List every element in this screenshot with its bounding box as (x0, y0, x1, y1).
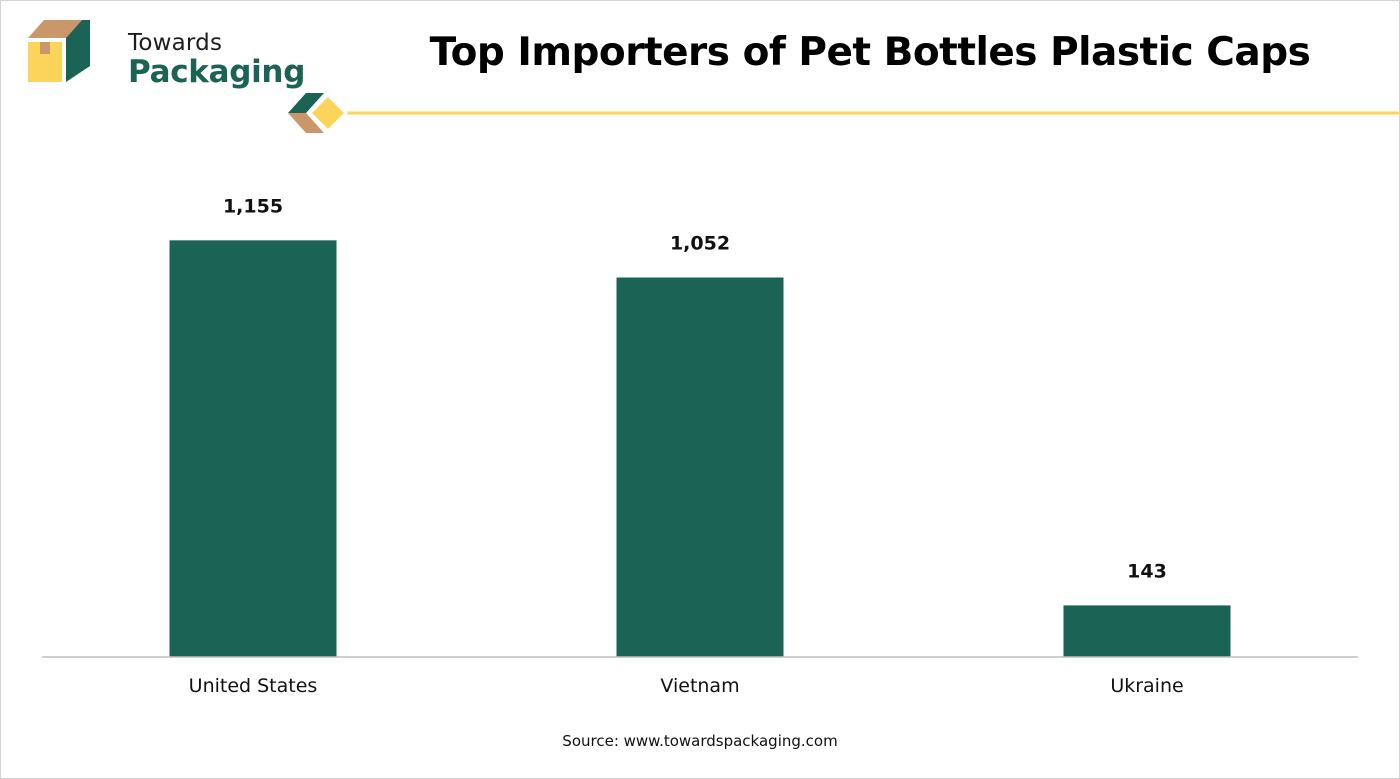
brand-logo: Towards Packaging (24, 14, 305, 90)
value-label: 1,052 (670, 233, 730, 255)
category-label: United States (189, 675, 318, 697)
diamond-brown-icon (288, 113, 324, 133)
box-logo-icon (28, 20, 90, 82)
bar-chart: 1,155 United States 1,052 Vietnam 143 Ukraine (42, 195, 1358, 697)
brand-name-line2: Packaging (128, 54, 306, 90)
diamond-green-icon (288, 93, 324, 113)
bar-ukraine (1063, 605, 1231, 657)
title-divider (288, 92, 1400, 134)
bar-vietnam (616, 277, 784, 657)
category-label: Vietnam (660, 675, 739, 697)
bar-united-states (169, 240, 337, 657)
diamond-yellow-icon (307, 92, 349, 134)
value-label: 1,155 (223, 195, 283, 217)
value-label: 143 (1127, 560, 1167, 582)
brand-name-line1: Towards (128, 30, 223, 56)
category-label: Ukraine (1110, 675, 1183, 697)
chart-title: Top Importers of Pet Bottles Plastic Cap… (429, 30, 1311, 75)
source-note: Source: www.towardspackaging.com (562, 732, 838, 750)
bars-layer: 1,155 United States 1,052 Vietnam 143 Ukraine (169, 195, 1231, 697)
